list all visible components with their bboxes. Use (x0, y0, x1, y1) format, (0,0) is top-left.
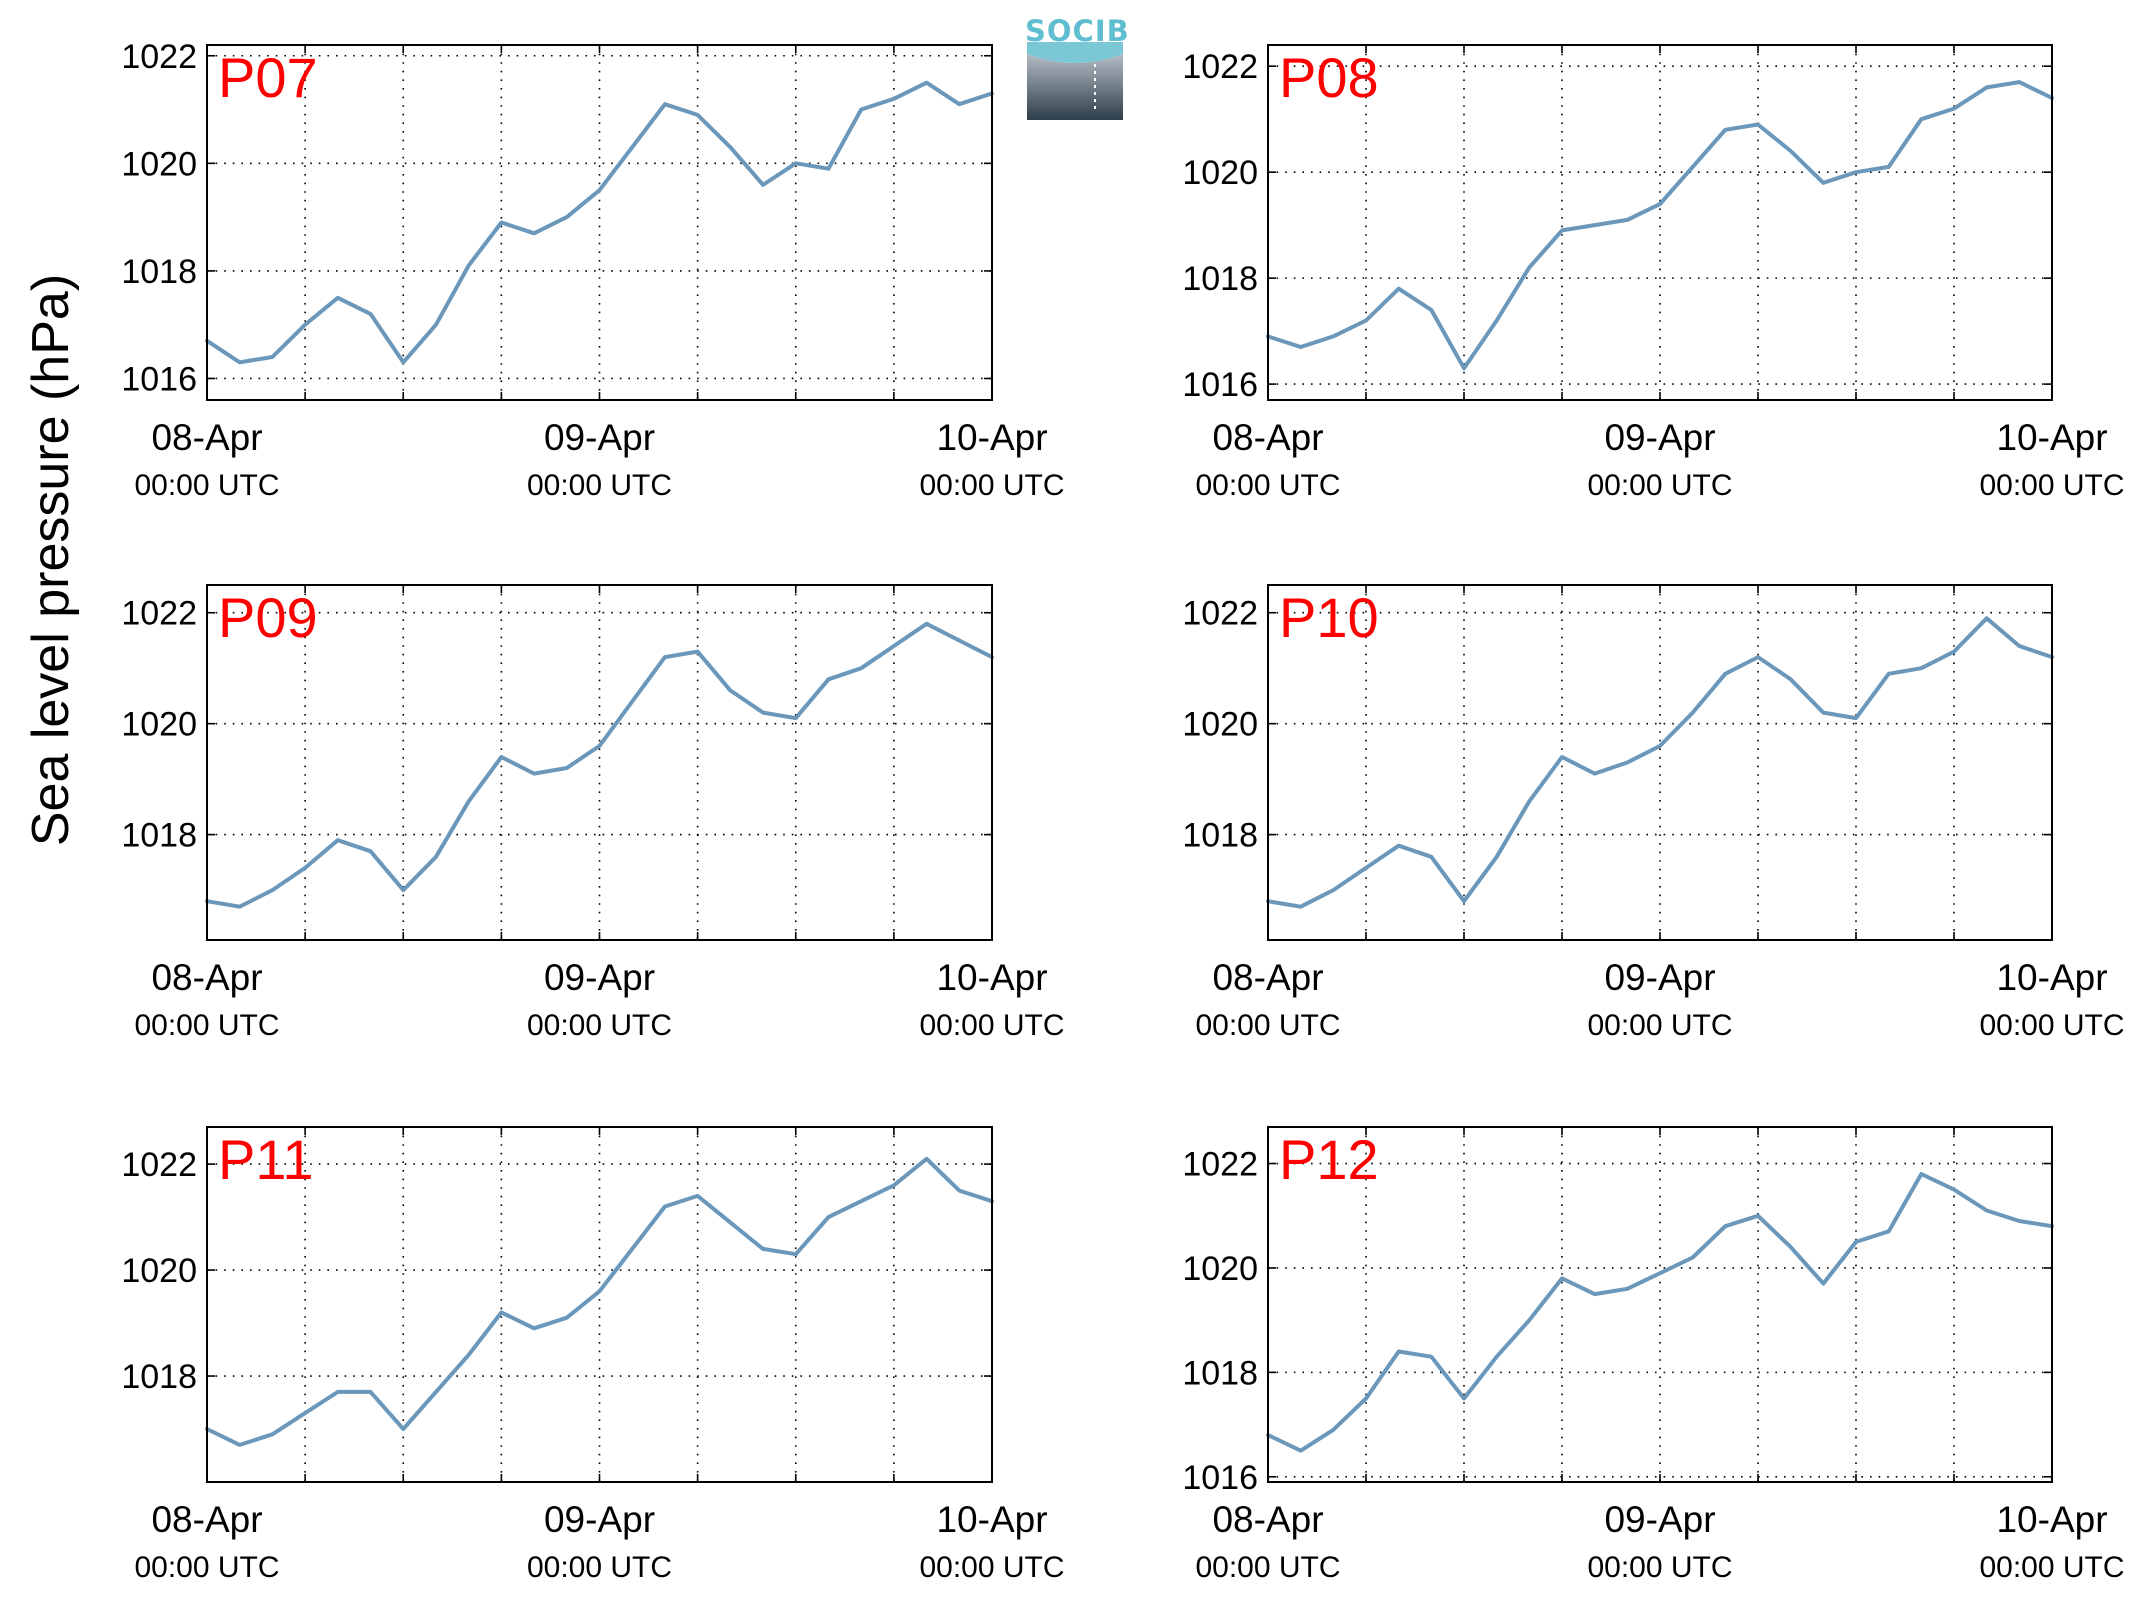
x-tick-label-date: 09-Apr (544, 1499, 655, 1540)
x-tick-label-date: 10-Apr (936, 417, 1047, 458)
x-tick-label-date: 09-Apr (544, 417, 655, 458)
panel-title: P12 (1279, 1128, 1379, 1191)
y-axis-label: Sea level pressure (hPa) (22, 274, 80, 846)
x-tick-label-time: 00:00 UTC (134, 1551, 279, 1584)
socib-logo-graphic (1027, 42, 1123, 120)
x-tick-label-date: 08-Apr (151, 417, 262, 458)
x-tick-label-date: 09-Apr (1604, 417, 1715, 458)
x-tick-label-date: 08-Apr (1212, 1499, 1323, 1540)
series-line (205, 1156, 994, 1447)
x-tick-label-date: 08-Apr (151, 957, 262, 998)
x-tick-label-date: 09-Apr (544, 957, 655, 998)
series-line (205, 621, 994, 909)
x-tick-label-time: 00:00 UTC (1195, 1009, 1340, 1042)
x-tick-label-time: 00:00 UTC (1979, 469, 2124, 502)
y-tick-label: 1022 (1182, 1146, 1258, 1184)
y-tick-label: 1018 (121, 1358, 197, 1396)
x-tick-label-time: 00:00 UTC (527, 1009, 672, 1042)
panel-p11: 1018 1020 1022 08-Apr 00:00 UTC 09-Apr 00:00 U… (121, 1126, 1065, 1584)
x-tick-label-time: 00:00 UTC (1195, 469, 1340, 502)
x-tick-label-time: 00:00 UTC (1979, 1009, 2124, 1042)
panel-title: P08 (1279, 46, 1379, 109)
y-tick-label: 1022 (1182, 595, 1258, 633)
plot-frame (206, 1126, 993, 1483)
panel-p09: 1018 1020 1022 08-Apr 00:00 UTC 09-Apr 00:00 U… (121, 584, 1065, 1042)
y-tick-label: 1022 (121, 1146, 197, 1184)
y-tick-label: 1018 (1182, 817, 1258, 855)
x-tick-label-date: 09-Apr (1604, 957, 1715, 998)
y-tick-label: 1020 (121, 145, 197, 183)
x-tick-label-time: 00:00 UTC (1979, 1551, 2124, 1584)
y-tick-label: 1022 (121, 595, 197, 633)
x-tick-label-time: 00:00 UTC (1587, 1551, 1732, 1584)
socib-logo: SOCIB (1025, 14, 1129, 120)
y-tick-label: 1018 (121, 253, 197, 291)
series-line (1266, 616, 2054, 909)
x-tick-label-date: 08-Apr (1212, 957, 1323, 998)
y-tick-label: 1022 (1182, 48, 1258, 86)
y-tick-label: 1020 (121, 706, 197, 744)
x-tick-label-date: 10-Apr (936, 957, 1047, 998)
y-tick-label: 1018 (121, 817, 197, 855)
panel-p07: 1016 1018 1020 1022 08-Apr 00:00 UTC 09-Apr 00:… (121, 38, 1064, 502)
x-tick-label-time: 00:00 UTC (527, 1551, 672, 1584)
y-tick-label: 1020 (1182, 706, 1258, 744)
y-tick-label: 1020 (1182, 1250, 1258, 1288)
panel-p12: 1016 1018 1020 1022 08-Apr 00:00 UTC 09-Apr 00:… (1182, 1126, 2125, 1584)
x-tick-label-time: 00:00 UTC (1587, 469, 1732, 502)
x-tick-label-date: 10-Apr (936, 1499, 1047, 1540)
panel-p08: 1016 1018 1020 1022 08-Apr 00:00 UTC 09-Apr 00:… (1182, 44, 2125, 502)
y-tick-label: 1018 (1182, 1354, 1258, 1392)
y-tick-label: 1016 (121, 360, 197, 398)
y-tick-label: 1020 (1182, 154, 1258, 192)
x-tick-label-time: 00:00 UTC (1587, 1009, 1732, 1042)
x-tick-label-time: 00:00 UTC (527, 469, 672, 502)
y-tick-label: 1018 (1182, 260, 1258, 298)
x-tick-label-time: 00:00 UTC (919, 1009, 1064, 1042)
series-line (1266, 1172, 2054, 1453)
x-tick-label-date: 10-Apr (1996, 957, 2107, 998)
plot-frame (1267, 584, 2053, 941)
plot-frame (1267, 44, 2053, 401)
series-line (205, 80, 994, 365)
x-tick-label-time: 00:00 UTC (134, 1009, 279, 1042)
x-tick-label-date: 08-Apr (151, 1499, 262, 1540)
panel-title: P10 (1279, 586, 1379, 649)
plot-frame (1267, 1126, 2053, 1483)
plot-frame (206, 44, 993, 401)
x-tick-label-date: 10-Apr (1996, 1499, 2107, 1540)
x-tick-label-date: 10-Apr (1996, 417, 2107, 458)
y-tick-label: 1016 (1182, 1459, 1258, 1497)
y-tick-label: 1016 (1182, 366, 1258, 404)
y-tick-label: 1022 (121, 38, 197, 76)
panel-p10: 1018 1020 1022 08-Apr 00:00 UTC 09-Apr 00:00 U… (1182, 584, 2125, 1042)
x-tick-label-date: 09-Apr (1604, 1499, 1715, 1540)
series-line (1266, 80, 2054, 371)
x-tick-label-time: 00:00 UTC (1195, 1551, 1340, 1584)
y-tick-label: 1020 (121, 1252, 197, 1290)
plot-frame (206, 584, 993, 941)
panel-title: P07 (218, 46, 318, 109)
panel-title: P11 (218, 1128, 313, 1191)
x-tick-label-time: 00:00 UTC (134, 469, 279, 502)
x-tick-label-time: 00:00 UTC (919, 469, 1064, 502)
panel-title: P09 (218, 586, 318, 649)
x-tick-label-date: 08-Apr (1212, 417, 1323, 458)
x-tick-label-time: 00:00 UTC (919, 1551, 1064, 1584)
